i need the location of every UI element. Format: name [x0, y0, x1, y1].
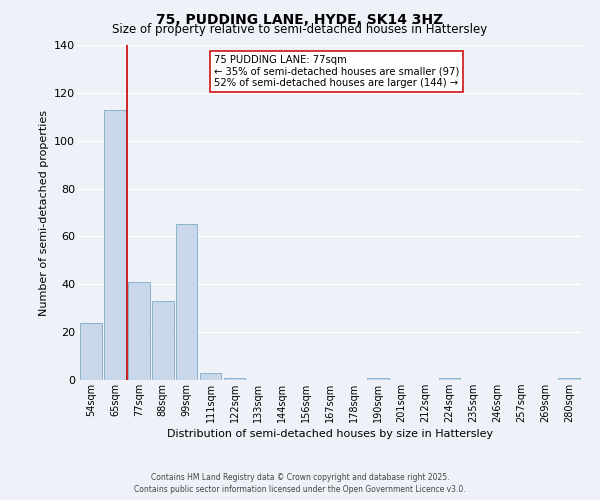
- X-axis label: Distribution of semi-detached houses by size in Hattersley: Distribution of semi-detached houses by …: [167, 429, 493, 439]
- Bar: [439, 378, 460, 380]
- Bar: [558, 378, 580, 380]
- Bar: [224, 378, 245, 380]
- Text: 75, PUDDING LANE, HYDE, SK14 3HZ: 75, PUDDING LANE, HYDE, SK14 3HZ: [157, 12, 443, 26]
- Bar: [128, 282, 149, 380]
- Bar: [367, 378, 389, 380]
- Bar: [200, 373, 221, 380]
- Text: Size of property relative to semi-detached houses in Hattersley: Size of property relative to semi-detach…: [112, 22, 488, 36]
- Bar: [152, 301, 173, 380]
- Text: Contains HM Land Registry data © Crown copyright and database right 2025.
Contai: Contains HM Land Registry data © Crown c…: [134, 472, 466, 494]
- Bar: [80, 322, 102, 380]
- Y-axis label: Number of semi-detached properties: Number of semi-detached properties: [38, 110, 49, 316]
- Bar: [176, 224, 197, 380]
- Text: 75 PUDDING LANE: 77sqm
← 35% of semi-detached houses are smaller (97)
52% of sem: 75 PUDDING LANE: 77sqm ← 35% of semi-det…: [214, 55, 460, 88]
- Bar: [104, 110, 126, 380]
